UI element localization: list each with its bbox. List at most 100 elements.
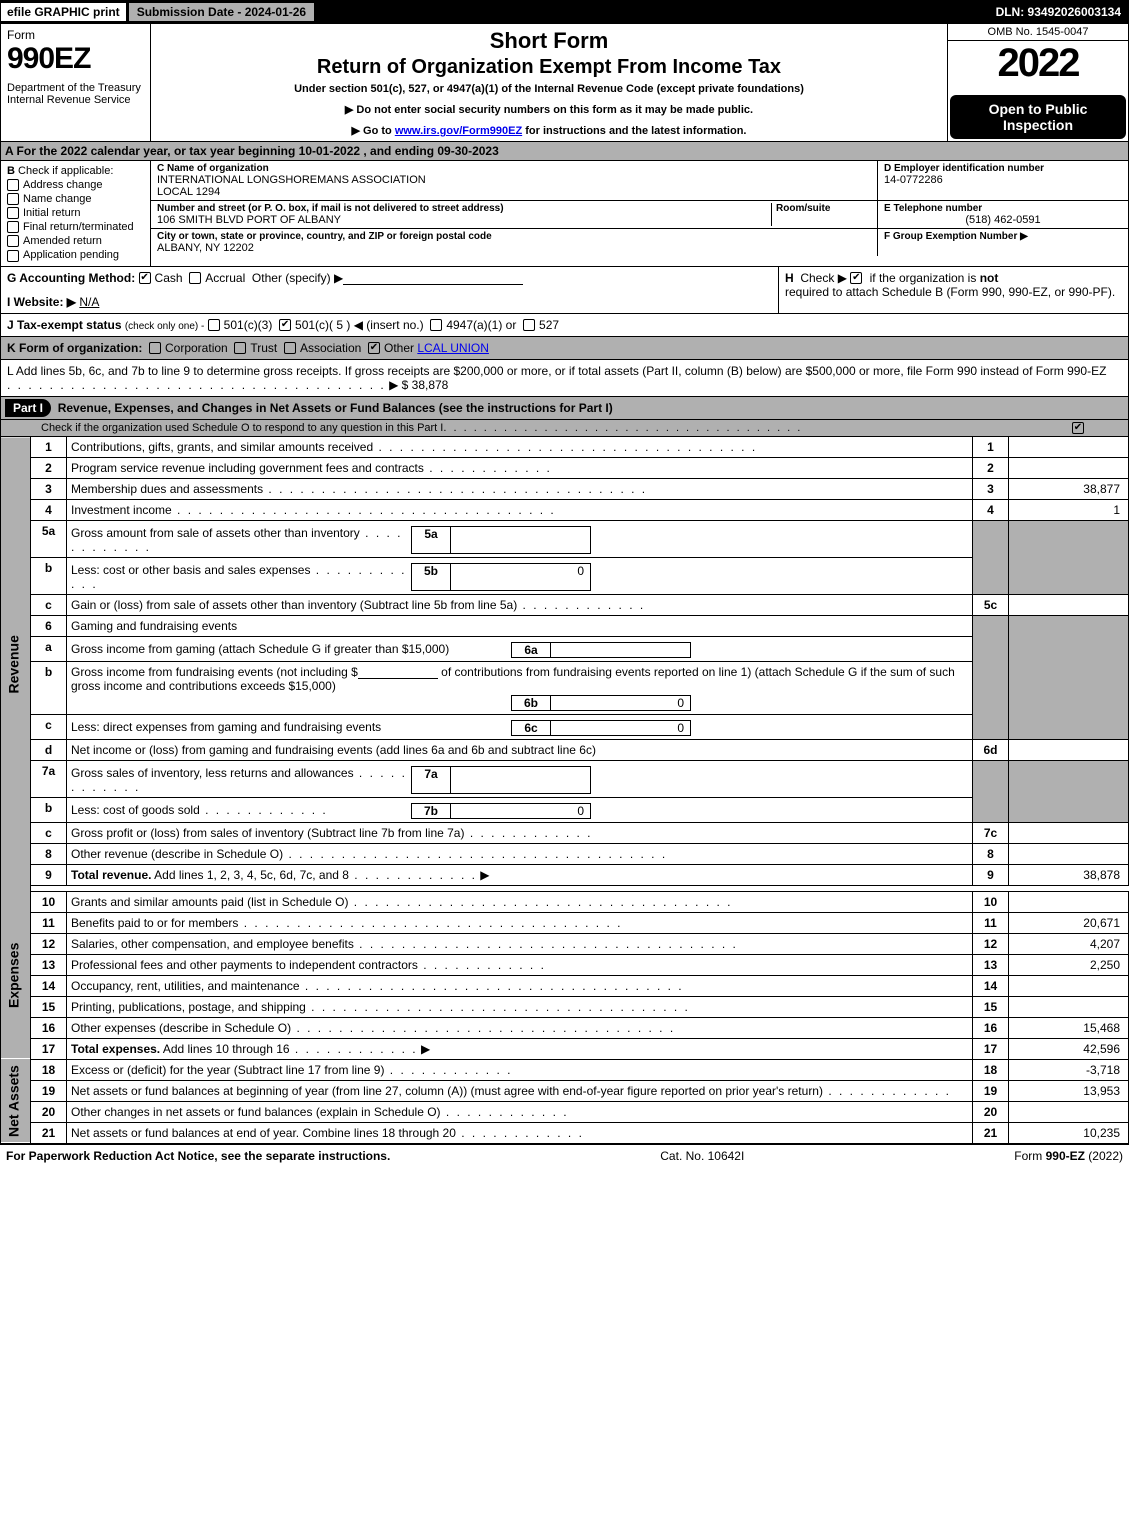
group-cell: F Group Exemption Number ▶: [878, 229, 1128, 256]
short-form: Short Form: [161, 28, 937, 54]
g-cash: Cash: [155, 271, 183, 285]
bcd-block: B Check if applicable: Address change Na…: [0, 161, 1129, 267]
form-id-box: Form 990EZ Department of the Treasury In…: [1, 24, 151, 141]
j-501c3-check[interactable]: [208, 319, 220, 331]
submission-date: Submission Date - 2024-01-26: [128, 2, 315, 22]
j-o4: 527: [539, 318, 559, 332]
line-18: Net Assets 18Excess or (deficit) for the…: [1, 1059, 1129, 1080]
k-other-check[interactable]: [368, 342, 380, 354]
k-assoc-check[interactable]: [284, 342, 296, 354]
street-cell: Number and street (or P. O. box, if mail…: [151, 201, 878, 228]
k-trust-check[interactable]: [234, 342, 246, 354]
org-name-lbl: C Name of organization: [157, 163, 871, 174]
irs-link[interactable]: www.irs.gov/Form990EZ: [395, 125, 522, 137]
omb-number: OMB No. 1545-0047: [948, 24, 1128, 41]
line-8: 8Other revenue (describe in Schedule O) …: [1, 843, 1129, 864]
h-text1: Check ▶: [800, 271, 847, 285]
line-6: 6Gaming and fundraising events: [1, 615, 1129, 636]
j-o3: 4947(a)(1) or: [446, 318, 516, 332]
form-number: 990EZ: [7, 42, 144, 76]
tel-lbl: E Telephone number: [884, 203, 1122, 214]
l-value: $ 38,878: [402, 378, 449, 392]
b-opt-initial[interactable]: Initial return: [7, 207, 144, 219]
tel-cell: E Telephone number (518) 462-0591: [878, 201, 1128, 228]
l-arrow: ▶: [389, 378, 398, 392]
line-16: 16Other expenses (describe in Schedule O…: [1, 1017, 1129, 1038]
form-word: Form: [7, 28, 144, 42]
k-o2: Trust: [250, 341, 277, 355]
j-o1: 501(c)(3): [224, 318, 273, 332]
j-4947-check[interactable]: [430, 319, 442, 331]
line-17: 17Total expenses. Add lines 10 through 1…: [1, 1038, 1129, 1059]
b-opt-amended[interactable]: Amended return: [7, 235, 144, 247]
lines-table: Revenue 1 Contributions, gifts, grants, …: [0, 437, 1129, 1144]
city-value: ALBANY, NY 12202: [157, 242, 871, 254]
b-opt-address[interactable]: Address change: [7, 179, 144, 191]
goto-note: ▶ Go to www.irs.gov/Form990EZ for instru…: [161, 124, 937, 137]
form-header: Form 990EZ Department of the Treasury In…: [0, 24, 1129, 142]
g-cash-check[interactable]: [139, 272, 151, 284]
room-lbl: Room/suite: [776, 203, 871, 214]
b-opt-pending[interactable]: Application pending: [7, 249, 144, 261]
g-section: G Accounting Method: Cash Accrual Other …: [1, 267, 778, 313]
line-13: 13Professional fees and other payments t…: [1, 954, 1129, 975]
h-not: not: [980, 271, 999, 285]
form-title-box: Short Form Return of Organization Exempt…: [151, 24, 948, 141]
form-subtitle: Under section 501(c), 527, or 4947(a)(1)…: [161, 83, 937, 95]
section-cde: C Name of organization INTERNATIONAL LON…: [151, 161, 1128, 266]
line-6a: a Gross income from gaming (attach Sched…: [1, 636, 1129, 661]
street-value: 106 SMITH BLVD PORT OF ALBANY: [157, 214, 771, 226]
part-i-dots: [443, 422, 1072, 434]
i-label: I Website: ▶: [7, 295, 76, 309]
group-lbl: F Group Exemption Number ▶: [884, 231, 1122, 242]
street-lbl: Number and street (or P. O. box, if mail…: [157, 203, 771, 214]
k-o1: Corporation: [165, 341, 228, 355]
h-text3: required to attach Schedule B (Form 990,…: [785, 285, 1122, 299]
part-i-check[interactable]: [1072, 422, 1084, 434]
j-o2: 501(c)( 5 ) ◀ (insert no.): [295, 318, 424, 332]
org-name: INTERNATIONAL LONGSHOREMANS ASSOCIATION …: [157, 174, 871, 198]
part-i-header: Part I Revenue, Expenses, and Changes in…: [0, 397, 1129, 420]
line-14: 14Occupancy, rent, utilities, and mainte…: [1, 975, 1129, 996]
g-other: Other (specify) ▶: [252, 271, 343, 285]
line-5b: b Less: cost or other basis and sales ex…: [1, 557, 1129, 594]
line-6d: dNet income or (loss) from gaming and fu…: [1, 739, 1129, 760]
line-20: 20Other changes in net assets or fund ba…: [1, 1101, 1129, 1122]
line-5c: cGain or (loss) from sale of assets othe…: [1, 594, 1129, 615]
city-lbl: City or town, state or province, country…: [157, 231, 871, 242]
line-6b: b Gross income from fundraising events (…: [1, 661, 1129, 714]
h-check[interactable]: [850, 272, 862, 284]
part-i-badge: Part I: [5, 399, 51, 417]
line-1: Revenue 1 Contributions, gifts, grants, …: [1, 437, 1129, 458]
g-accrual: Accrual: [205, 271, 245, 285]
line-2: 2Program service revenue including gover…: [1, 457, 1129, 478]
line-4: 4Investment income 41: [1, 499, 1129, 520]
line-6c: c Less: direct expenses from gaming and …: [1, 714, 1129, 739]
g-label: G Accounting Method:: [7, 271, 135, 285]
row-j: J Tax-exempt status (check only one) - 5…: [0, 314, 1129, 337]
h-label: H: [785, 271, 794, 285]
line-3: 3Membership dues and assessments 338,877: [1, 478, 1129, 499]
line-19: 19Net assets or fund balances at beginni…: [1, 1080, 1129, 1101]
k-other-val[interactable]: LCAL UNION: [417, 341, 489, 355]
row-k: K Form of organization: Corporation Trus…: [0, 337, 1129, 360]
b-opt-name[interactable]: Name change: [7, 193, 144, 205]
g-other-input[interactable]: [343, 271, 523, 285]
line-10: Expenses 10Grants and similar amounts pa…: [1, 891, 1129, 912]
b-opt-final[interactable]: Final return/terminated: [7, 221, 144, 233]
efile-label[interactable]: efile GRAPHIC print: [0, 2, 127, 22]
part-i-title: Revenue, Expenses, and Changes in Net As…: [58, 401, 613, 415]
j-527-check[interactable]: [523, 319, 535, 331]
h-text2: if the organization is: [870, 271, 977, 285]
line-9: 9Total revenue. Add lines 1, 2, 3, 4, 5c…: [1, 864, 1129, 885]
l-text: L Add lines 5b, 6c, and 7b to line 9 to …: [7, 364, 1106, 378]
k-corp-check[interactable]: [149, 342, 161, 354]
top-bar: efile GRAPHIC print Submission Date - 20…: [0, 0, 1129, 24]
g-accrual-check[interactable]: [189, 272, 201, 284]
line-15: 15Printing, publications, postage, and s…: [1, 996, 1129, 1017]
city-cell: City or town, state or province, country…: [151, 229, 878, 256]
j-sub: (check only one) -: [125, 321, 204, 332]
k-o3: Association: [300, 341, 361, 355]
j-501c-check[interactable]: [279, 319, 291, 331]
tax-year: 2022: [948, 41, 1128, 93]
